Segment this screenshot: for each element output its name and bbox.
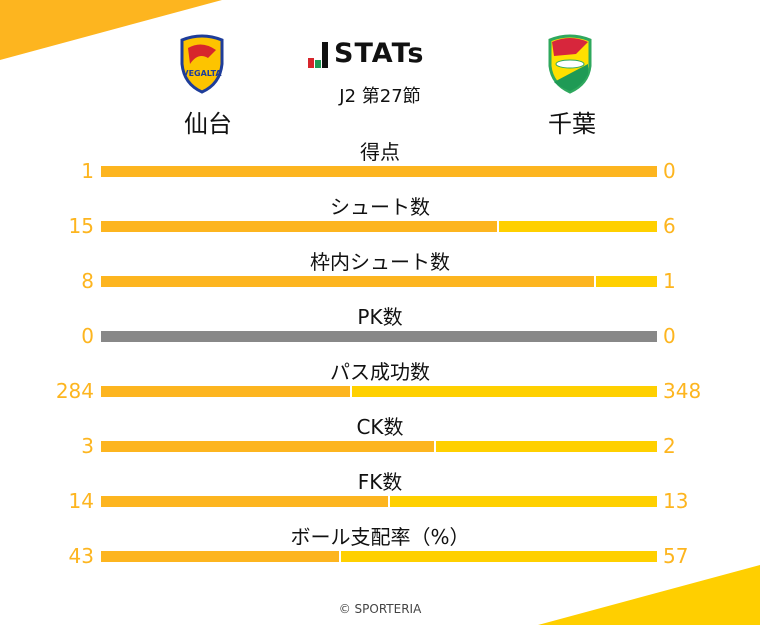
away-bar	[596, 276, 657, 287]
home-bar	[101, 386, 350, 397]
home-value: 43	[68, 544, 94, 568]
stat-label: 得点	[360, 140, 400, 164]
stat-label: シュート数	[330, 195, 430, 219]
away-value: 6	[663, 214, 676, 238]
home-bar	[101, 166, 657, 177]
home-value: 14	[68, 489, 94, 513]
stat-bar	[101, 441, 657, 452]
away-team-name: 千葉	[548, 110, 596, 138]
neutral-bar	[101, 331, 657, 342]
stat-label: パス成功数	[330, 360, 430, 384]
home-value: 284	[55, 379, 94, 403]
away-value: 2	[663, 434, 676, 458]
home-team-logo: VEGALTA	[180, 34, 224, 94]
stat-row: 得点 1 0	[0, 140, 760, 203]
svg-text:VEGALTA: VEGALTA	[182, 69, 222, 78]
stat-row: 枠内シュート数 8 1	[0, 250, 760, 313]
stat-row: PK数 0 0	[0, 305, 760, 368]
home-value: 3	[81, 434, 94, 458]
away-value: 13	[663, 489, 689, 513]
home-value: 8	[81, 269, 94, 293]
bar-chart-icon	[308, 42, 328, 68]
round-label: J2 第27節	[339, 86, 421, 107]
stat-row: ボール支配率（%） 43 57	[0, 525, 760, 588]
stat-bar	[101, 221, 657, 232]
stat-bar	[101, 386, 657, 397]
stat-label: 枠内シュート数	[310, 250, 450, 274]
brand-title: STATs	[334, 38, 425, 69]
stat-row: FK数 14 13	[0, 470, 760, 533]
home-value: 1	[81, 159, 94, 183]
away-value: 57	[663, 544, 689, 568]
away-team-logo	[548, 34, 592, 94]
away-value: 0	[663, 324, 676, 348]
away-value: 348	[663, 379, 702, 403]
stat-label: CK数	[356, 415, 404, 439]
stat-bar	[101, 551, 657, 562]
home-bar	[101, 276, 594, 287]
copyright: © SPORTERIA	[338, 602, 422, 616]
stat-row: CK数 3 2	[0, 415, 760, 478]
home-bar	[101, 551, 339, 562]
stat-bar	[101, 496, 657, 507]
away-value: 0	[663, 159, 676, 183]
home-bar	[101, 496, 388, 507]
stat-row: シュート数 15 6	[0, 195, 760, 258]
corner-decoration	[538, 565, 760, 625]
away-value: 1	[663, 269, 676, 293]
away-bar	[499, 221, 657, 232]
stat-bar	[101, 166, 657, 177]
stat-bar	[101, 331, 657, 342]
home-bar	[101, 221, 497, 232]
away-bar	[352, 386, 657, 397]
stat-row: パス成功数 284 348	[0, 360, 760, 423]
away-bar	[436, 441, 657, 452]
stat-label: ボール支配率（%）	[290, 525, 470, 549]
stats-brand: STATs	[308, 40, 424, 68]
home-value: 15	[68, 214, 94, 238]
home-team-name: 仙台	[184, 110, 232, 138]
away-bar	[341, 551, 657, 562]
away-bar	[390, 496, 657, 507]
home-value: 0	[81, 324, 94, 348]
stat-label: FK数	[357, 470, 403, 494]
stat-label: PK数	[357, 305, 403, 329]
stat-bar	[101, 276, 657, 287]
home-bar	[101, 441, 434, 452]
